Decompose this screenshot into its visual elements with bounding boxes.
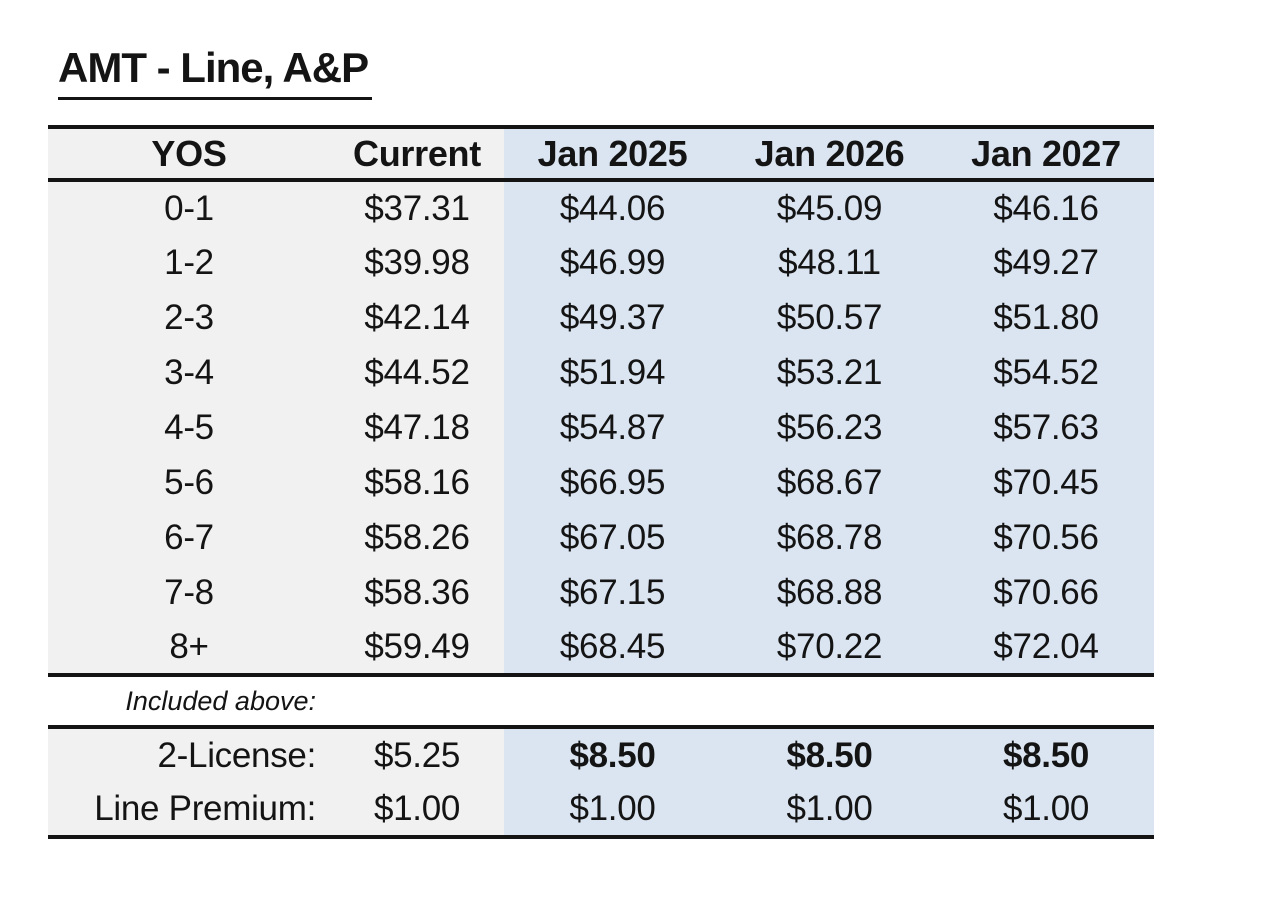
premium-row-2-license: 2-License: $5.25 $8.50 $8.50 $8.50 <box>48 727 1154 782</box>
header-jan-2027: Jan 2027 <box>971 132 1121 174</box>
cell-yos: 7-8 <box>164 572 214 612</box>
cell-jan-2026: $53.21 <box>776 352 883 392</box>
premium-current: $5.25 <box>373 735 461 775</box>
cell-current: $58.36 <box>364 572 470 612</box>
header-row: YOS Current Jan 2025 Jan 2026 Jan 2027 <box>48 127 1154 180</box>
header-current: Current <box>353 132 481 174</box>
table-row: 6-7 $58.26 $67.05 $68.78 $70.56 <box>48 510 1154 565</box>
rate-sheet: YOS Current Jan 2025 Jan 2026 Jan 2027 0… <box>48 125 1154 839</box>
cell-yos: 5-6 <box>164 462 214 502</box>
premium-jan-2027: $8.50 <box>1002 735 1090 775</box>
rates-table: YOS Current Jan 2025 Jan 2026 Jan 2027 0… <box>48 125 1154 677</box>
cell-jan-2027: $70.45 <box>993 462 1099 502</box>
cell-yos: 2-3 <box>164 297 214 337</box>
cell-yos: 0-1 <box>164 188 214 228</box>
premium-jan-2026: $8.50 <box>786 735 873 775</box>
premium-jan-2026: $1.00 <box>786 788 873 828</box>
cell-jan-2025: $68.45 <box>559 626 666 666</box>
cell-jan-2025: $67.15 <box>559 572 666 612</box>
cell-jan-2027: $49.27 <box>993 242 1099 282</box>
cell-jan-2027: $70.56 <box>993 517 1099 557</box>
cell-current: $44.52 <box>364 352 470 392</box>
cell-jan-2026: $68.78 <box>776 517 883 557</box>
premium-jan-2025: $8.50 <box>569 735 656 775</box>
cell-jan-2027: $51.80 <box>993 297 1099 337</box>
cell-jan-2026: $45.09 <box>776 188 883 228</box>
cell-jan-2027: $72.04 <box>993 626 1099 666</box>
included-above-note: Included above: <box>125 685 316 716</box>
cell-current: $59.49 <box>364 626 470 666</box>
cell-current: $39.98 <box>364 242 470 282</box>
cell-jan-2025: $44.06 <box>559 188 666 228</box>
cell-jan-2026: $48.11 <box>778 242 881 282</box>
premium-label: 2-License: <box>157 735 317 775</box>
cell-jan-2025: $51.94 <box>559 352 666 392</box>
cell-jan-2026: $56.23 <box>776 407 883 447</box>
premium-table: 2-License: $5.25 $8.50 $8.50 $8.50 Line … <box>48 725 1154 839</box>
table-row: 0-1 $37.31 $44.06 $45.09 $46.16 <box>48 180 1154 235</box>
table-row: 4-5 $47.18 $54.87 $56.23 $57.63 <box>48 400 1154 455</box>
cell-jan-2025: $54.87 <box>559 407 666 447</box>
cell-current: $37.31 <box>364 188 470 228</box>
premium-current: $1.00 <box>373 788 461 828</box>
cell-jan-2027: $54.52 <box>993 352 1099 392</box>
cell-jan-2027: $57.63 <box>993 407 1099 447</box>
cell-jan-2025: $46.99 <box>559 242 666 282</box>
table-row: 1-2 $39.98 $46.99 $48.11 $49.27 <box>48 235 1154 290</box>
header-yos: YOS <box>151 132 227 174</box>
cell-yos: 8+ <box>169 626 209 666</box>
cell-current: $42.14 <box>364 297 470 337</box>
table-row: 3-4 $44.52 $51.94 $53.21 $54.52 <box>48 345 1154 400</box>
cell-jan-2027: $70.66 <box>993 572 1099 612</box>
cell-jan-2025: $66.95 <box>559 462 666 502</box>
table-row: 8+ $59.49 $68.45 $70.22 $72.04 <box>48 620 1154 675</box>
table-row: 7-8 $58.36 $67.15 $68.88 $70.66 <box>48 565 1154 620</box>
cell-jan-2026: $68.67 <box>776 462 883 502</box>
cell-yos: 6-7 <box>164 517 214 557</box>
cell-jan-2026: $50.57 <box>776 297 883 337</box>
premium-label: Line Premium: <box>94 788 316 828</box>
included-above-row: Included above: <box>48 677 1154 725</box>
premium-jan-2027: $1.00 <box>1002 788 1090 828</box>
cell-current: $47.18 <box>364 407 470 447</box>
cell-yos: 4-5 <box>164 407 214 447</box>
header-jan-2026: Jan 2026 <box>754 132 905 174</box>
cell-jan-2026: $70.22 <box>776 626 883 666</box>
cell-jan-2027: $46.16 <box>993 188 1099 228</box>
premium-jan-2025: $1.00 <box>569 788 656 828</box>
cell-jan-2025: $49.37 <box>559 297 666 337</box>
cell-jan-2026: $68.88 <box>776 572 883 612</box>
page-title: AMT - Line, A&P <box>58 44 373 100</box>
cell-current: $58.26 <box>364 517 470 557</box>
table-row: 2-3 $42.14 $49.37 $50.57 $51.80 <box>48 290 1154 345</box>
cell-yos: 3-4 <box>164 352 214 392</box>
cell-current: $58.16 <box>364 462 470 502</box>
header-jan-2025: Jan 2025 <box>537 132 688 174</box>
table-row: 5-6 $58.16 $66.95 $68.67 $70.45 <box>48 455 1154 510</box>
cell-jan-2025: $67.05 <box>559 517 666 557</box>
cell-yos: 1-2 <box>164 242 214 282</box>
premium-row-line-premium: Line Premium: $1.00 $1.00 $1.00 $1.00 <box>48 782 1154 837</box>
